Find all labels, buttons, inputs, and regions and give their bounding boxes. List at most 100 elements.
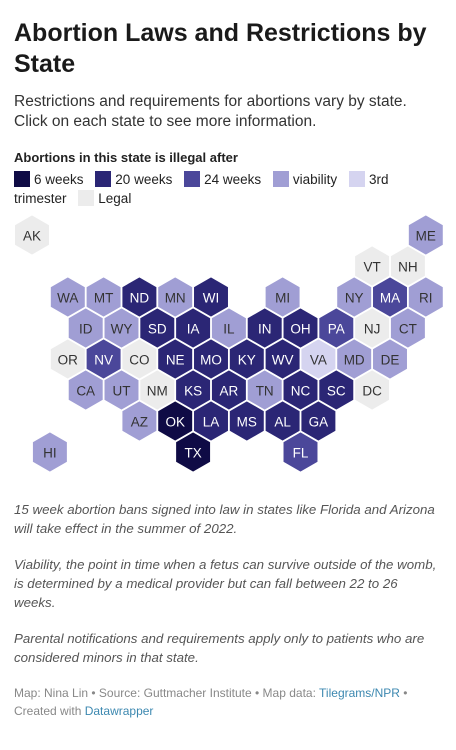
state[interactable]: TN <box>246 369 283 411</box>
state[interactable]: IN <box>246 307 283 349</box>
state[interactable]: WA <box>49 276 86 318</box>
state[interactable]: OH <box>282 307 319 349</box>
state[interactable]: MD <box>336 338 373 380</box>
state[interactable]: MO <box>192 338 230 380</box>
state[interactable]: TX <box>174 431 212 473</box>
state[interactable]: NH <box>389 245 427 287</box>
state[interactable]: CT <box>389 307 427 349</box>
state[interactable]: VA <box>300 338 337 380</box>
link[interactable]: Tilegrams/NPR <box>319 686 400 700</box>
state-label: MN <box>165 291 186 306</box>
state[interactable]: NE <box>157 338 194 380</box>
state-hex <box>264 338 301 380</box>
state[interactable]: AZ <box>121 400 158 442</box>
state[interactable]: MS <box>228 400 265 442</box>
state-label: WV <box>272 353 294 368</box>
legend-label: Legal <box>98 191 132 206</box>
state-label: HI <box>43 446 57 461</box>
state-label: MA <box>380 291 400 306</box>
state-hex <box>157 338 194 380</box>
state-label: AK <box>23 229 41 244</box>
state[interactable]: MI <box>264 276 301 318</box>
state-label: WY <box>111 322 133 337</box>
state[interactable]: IA <box>174 307 212 349</box>
state[interactable]: WV <box>264 338 301 380</box>
state[interactable]: AL <box>264 400 301 442</box>
container: Abortion Laws and Restrictions by State … <box>13 19 444 718</box>
state[interactable]: NY <box>336 276 373 318</box>
state[interactable]: RI <box>407 276 444 318</box>
legend-item: 20 weeks <box>95 171 172 187</box>
state[interactable]: IL <box>210 307 248 349</box>
legend-item: 6 weeks <box>14 171 84 187</box>
state[interactable]: NC <box>282 369 319 411</box>
state[interactable]: MA <box>371 276 409 318</box>
state[interactable]: OK <box>157 400 194 442</box>
state[interactable]: OR <box>49 338 86 380</box>
state-hex <box>49 338 86 380</box>
state[interactable]: ND <box>121 276 158 318</box>
state-label: ND <box>130 291 150 306</box>
state-hex <box>282 307 319 349</box>
state-label: MI <box>275 291 290 306</box>
state[interactable]: ID <box>67 307 104 349</box>
state-hex <box>174 431 212 473</box>
state[interactable]: NM <box>139 369 176 411</box>
state[interactable]: AR <box>210 369 248 411</box>
state[interactable]: KY <box>228 338 265 380</box>
state[interactable]: ME <box>407 214 444 256</box>
state[interactable]: LA <box>192 400 230 442</box>
state-label: NY <box>345 291 364 306</box>
state-label: UT <box>113 384 131 399</box>
legend: 6 weeks 20 weeks 24 weeks viability 3rd … <box>14 170 442 208</box>
state[interactable]: NJ <box>353 307 391 349</box>
state-hex <box>210 307 248 349</box>
credit: Map: Nina Lin <box>14 686 89 700</box>
state-label: TN <box>256 384 274 399</box>
state-label: ME <box>416 229 436 244</box>
state-hex <box>157 276 194 318</box>
state[interactable]: VT <box>353 245 391 287</box>
state[interactable]: WI <box>192 276 230 318</box>
state[interactable]: FL <box>282 431 319 473</box>
state[interactable]: MN <box>157 276 194 318</box>
state-hex <box>228 400 265 442</box>
state-hex <box>353 245 391 287</box>
state[interactable]: CO <box>121 338 158 380</box>
state[interactable]: DE <box>371 338 409 380</box>
state-hex <box>318 369 355 411</box>
state[interactable]: CA <box>67 369 104 411</box>
state-hex <box>407 276 444 318</box>
state-hex <box>389 307 427 349</box>
state[interactable]: DC <box>353 369 391 411</box>
state[interactable]: MT <box>85 276 122 318</box>
state[interactable]: UT <box>103 369 140 411</box>
state-hex <box>67 307 104 349</box>
state[interactable]: NV <box>85 338 122 380</box>
state-label: KY <box>238 353 256 368</box>
state-label: NV <box>94 353 113 368</box>
created: Created with <box>14 704 82 718</box>
state-hex <box>371 338 409 380</box>
state[interactable]: KS <box>174 369 212 411</box>
state[interactable]: SC <box>318 369 355 411</box>
state[interactable]: GA <box>300 400 337 442</box>
footer: Map: Nina Lin • Source: Guttmacher Insti… <box>14 686 408 718</box>
legend-label: viability <box>292 172 338 187</box>
link[interactable]: Datawrapper <box>84 704 154 718</box>
state[interactable]: HI <box>31 431 69 473</box>
note: Viability, the point in time when a fetu… <box>14 557 437 610</box>
state-label: PA <box>328 322 345 337</box>
state-hex <box>228 338 265 380</box>
state-hex <box>139 369 176 411</box>
state-label: MO <box>200 353 222 368</box>
state-label: FL <box>293 446 309 461</box>
state-hex <box>192 338 230 380</box>
state[interactable]: WY <box>103 307 140 349</box>
state-label: ID <box>79 322 93 337</box>
state[interactable]: SD <box>139 307 176 349</box>
state[interactable]: PA <box>318 307 355 349</box>
state[interactable]: AK <box>13 214 51 256</box>
state-hex <box>264 276 301 318</box>
state-hex <box>192 276 230 318</box>
